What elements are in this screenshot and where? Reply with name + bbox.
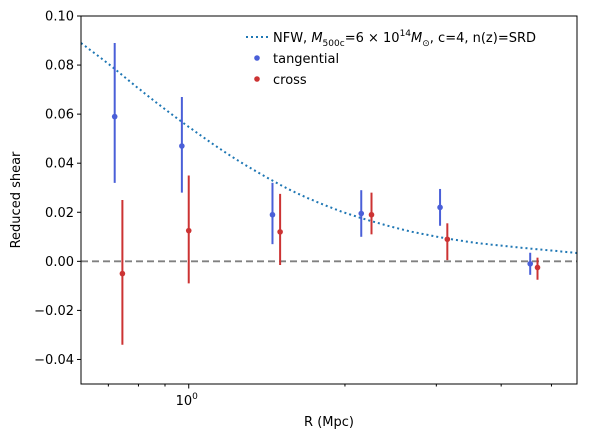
cross-point	[119, 270, 126, 277]
y-tick-label: 0.06	[45, 108, 74, 123]
legend-model-text: =6 × 10	[345, 31, 400, 46]
legend-model-subscript: ⊙	[422, 39, 430, 49]
legend-tangential-marker	[254, 55, 260, 61]
cross-point	[185, 227, 192, 234]
data-points	[111, 42, 541, 345]
x-tick-label: 100	[176, 392, 199, 409]
x-axis-ticks: 100	[107, 384, 552, 409]
y-tick-label: 0.04	[45, 157, 74, 172]
legend-cross-label: cross	[273, 73, 307, 88]
legend-model-subscript: 500c	[323, 39, 345, 49]
y-tick-label: −0.04	[34, 353, 74, 368]
tangential-point	[111, 113, 118, 120]
legend-model-exponent: 14	[400, 29, 412, 39]
x-axis-label: R (Mpc)	[304, 415, 354, 430]
cross-point	[534, 264, 541, 271]
legend-model-text: NFW,	[273, 31, 311, 46]
nfw-model-curve	[80, 42, 578, 254]
legend-model-symbol: M	[411, 31, 422, 46]
tangential-point	[179, 143, 185, 149]
tangential-point	[437, 204, 443, 211]
x-tick-exponent: 0	[192, 392, 198, 402]
y-tick-label: −0.02	[34, 304, 74, 319]
legend-tangential-label: tangential	[273, 52, 339, 67]
y-tick-label: 0.02	[45, 206, 74, 221]
legend-model-label: NFW, M500c=6 × 1014M⊙, c=4, n(z)=SRD	[273, 29, 536, 49]
cross-point	[277, 229, 283, 235]
x-tick-base: 10	[176, 394, 193, 409]
tangential-point	[527, 260, 534, 267]
plot-frame	[80, 15, 578, 385]
legend: NFW, M500c=6 × 1014M⊙, c=4, n(z)=SRDtang…	[246, 29, 536, 88]
tangential-point	[269, 211, 276, 218]
cross-point	[368, 211, 375, 218]
legend-model-symbol: M	[311, 31, 322, 46]
cross-point	[444, 236, 451, 243]
legend-cross-marker	[254, 76, 260, 82]
y-tick-label: 0.00	[45, 255, 74, 270]
y-tick-label: 0.08	[45, 59, 74, 74]
y-axis-ticks: −0.04 −0.02 0.00 0.02 0.04 0.06 0.08 0.10	[34, 10, 81, 368]
y-tick-label: 0.10	[45, 10, 74, 25]
y-axis-label: Reduced shear	[9, 151, 24, 248]
legend-model-text: , c=4, n(z)=SRD	[430, 31, 536, 46]
tangential-point	[358, 210, 365, 217]
